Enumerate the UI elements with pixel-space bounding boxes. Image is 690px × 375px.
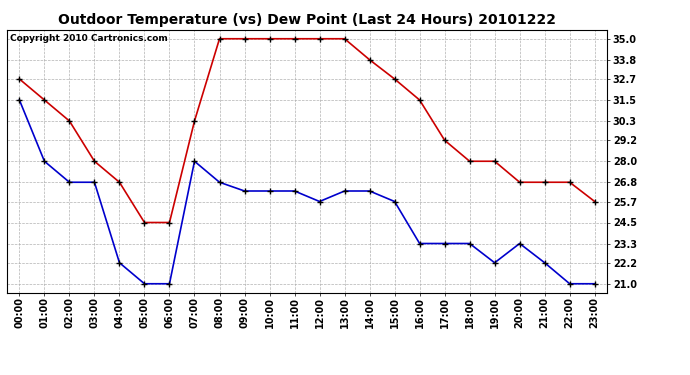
Text: Copyright 2010 Cartronics.com: Copyright 2010 Cartronics.com	[10, 34, 168, 43]
Title: Outdoor Temperature (vs) Dew Point (Last 24 Hours) 20101222: Outdoor Temperature (vs) Dew Point (Last…	[58, 13, 556, 27]
